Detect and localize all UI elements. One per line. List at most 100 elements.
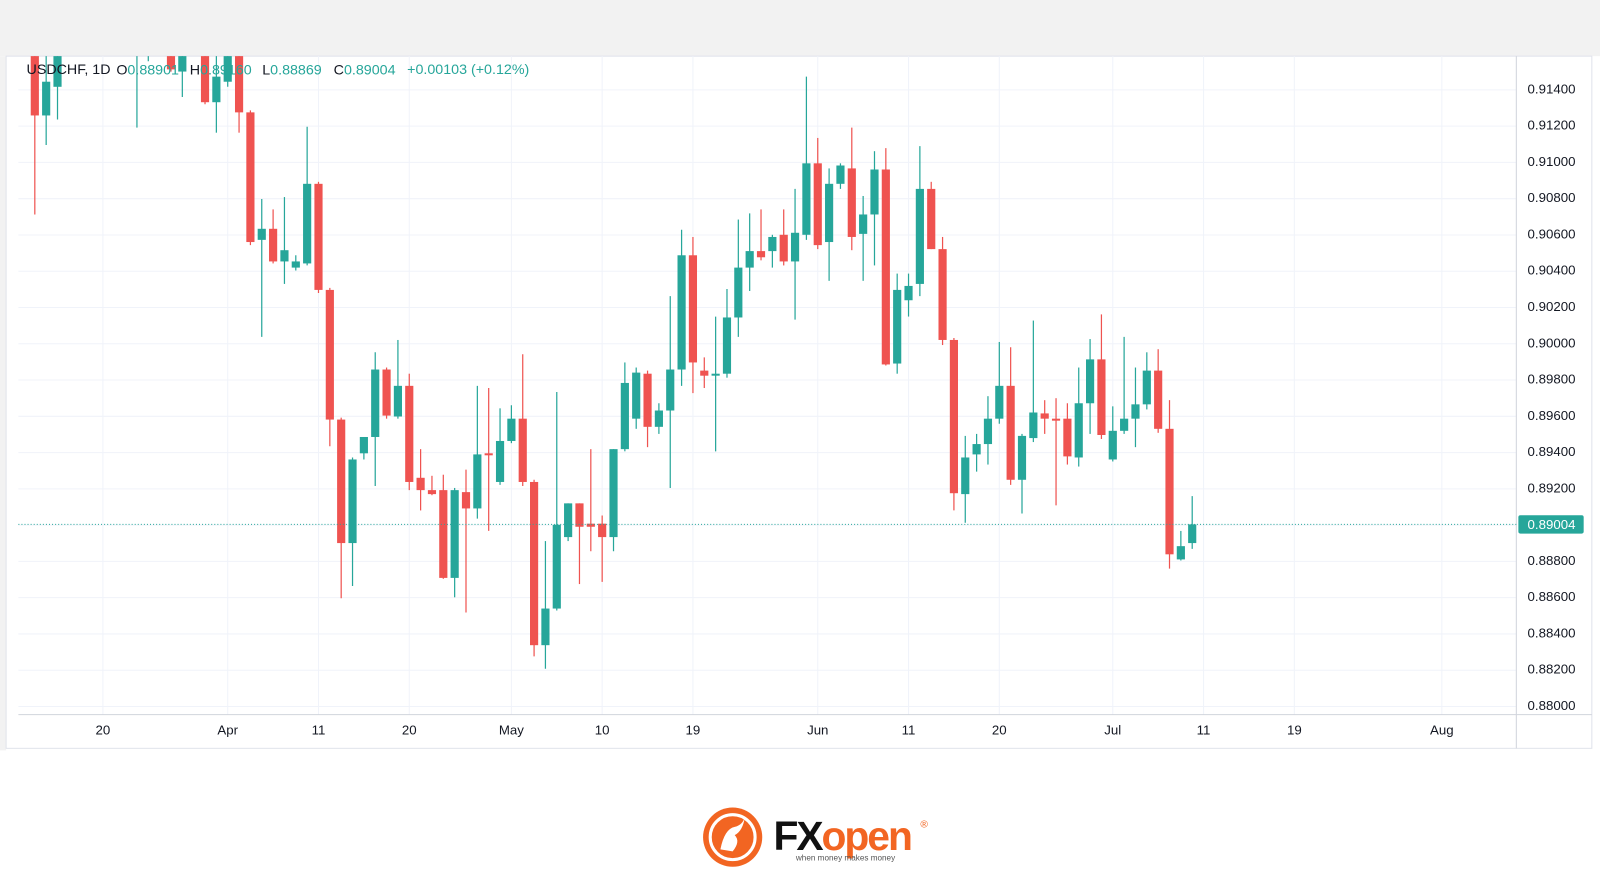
candle-body [325,289,334,420]
candle-body [983,418,993,445]
candle-body [1074,403,1083,458]
candle-body [756,251,766,258]
candle-body [495,440,505,482]
logo-registered: ® [920,820,928,831]
x-tick-label: 19 [1287,722,1302,737]
candle-body [1154,370,1163,429]
candle-body [575,503,584,527]
x-tick-label: Apr [217,722,238,737]
top-band [0,0,1600,57]
candle-body [632,372,641,419]
candle-body [1017,435,1027,480]
candle-body [1051,418,1061,421]
candle-body [779,234,788,262]
candle-body [382,369,391,416]
candle-body [1097,359,1106,435]
candle-body [461,492,471,509]
candle-body [813,163,822,246]
candle-body [1029,412,1038,439]
candle-body [303,183,312,264]
x-tick-label: Aug [1430,722,1454,737]
candle-body [859,214,868,234]
candle-body [643,373,652,427]
chart-title: USDCHF, 1D [27,62,111,78]
logo-text: FXopen [773,813,910,859]
ohlc-value: 0.89160 [200,62,252,78]
y-tick-label: 0.89200 [1528,480,1576,495]
candle-body [178,56,187,72]
candle-body [893,289,902,364]
last-price-label: 0.89004 [1528,517,1576,532]
x-tick-label: 11 [902,722,916,737]
x-tick-label: Jul [1104,722,1121,737]
chart-frame [5,55,1593,749]
candle-body [200,56,210,103]
candle-body [870,169,879,215]
candle-body [949,339,958,494]
y-tick-label: 0.88800 [1528,553,1576,568]
candle-body [688,255,698,363]
candle-body [416,477,425,491]
x-tick-label: 19 [686,722,701,737]
candle-body [1120,418,1129,431]
candle-body [915,188,924,284]
candle-body [711,373,720,376]
y-tick-label: 0.88200 [1528,662,1576,677]
candle-body [314,183,323,290]
candle-body [620,382,629,450]
candle-body [439,490,448,578]
ohlc-label: O [116,62,127,78]
candle-body [734,267,743,318]
candle-body [269,228,278,262]
x-tick-label: 20 [992,722,1007,737]
candle-body [700,370,709,376]
candles [30,56,1197,669]
y-tick-label: 0.89400 [1528,444,1576,459]
candle-body [836,165,845,184]
ohlc-label: L [262,62,270,78]
candle-body [825,183,834,243]
candle-body [938,249,947,340]
x-tick-label: 20 [96,722,111,737]
candle-body [790,232,800,262]
y-tick-label: 0.90600 [1528,226,1576,241]
candle-body [677,255,686,370]
ohlc-label: C [334,62,344,78]
ohlc-value: 0.89004 [344,62,396,78]
candle-body [42,81,51,116]
candle-body [904,285,913,301]
candle-body [1040,413,1049,419]
change: +0.00103 (+0.12%) [407,62,529,78]
candle-body [609,449,618,538]
candle-body [257,228,266,240]
candle-body [961,457,970,495]
candle-body [847,168,856,237]
candle-body [223,56,232,82]
y-tick-label: 0.91400 [1528,81,1576,96]
ohlc-value: 0.88901 [127,62,179,78]
candle-body [371,369,380,437]
candle-body [881,169,890,365]
candle-body [348,459,357,544]
y-tick-label: 0.88600 [1528,589,1576,604]
y-tick-label: 0.90800 [1528,190,1576,205]
candle-body [359,436,368,454]
candle-body [722,317,732,374]
logo: FXopen ® when money makes money [703,807,928,867]
x-tick-label: 11 [1197,722,1211,737]
ohlc-item: H0.89160 [190,62,252,78]
candle-body [666,369,675,411]
candle-body [53,56,62,87]
candle-body [30,56,39,116]
y-tick-label: 0.89800 [1528,372,1576,387]
candle-body [1142,370,1151,405]
candle-body [473,454,482,509]
logo-tagline: when money makes money [795,854,896,863]
candle-body [1165,428,1174,555]
logo-fx: FX [773,813,823,859]
y-tick-label: 0.90000 [1528,335,1576,350]
candle-body [1006,385,1015,480]
y-tick-label: 0.91200 [1528,118,1576,133]
candle-body [768,236,777,252]
logo-icon-ring [708,813,757,862]
